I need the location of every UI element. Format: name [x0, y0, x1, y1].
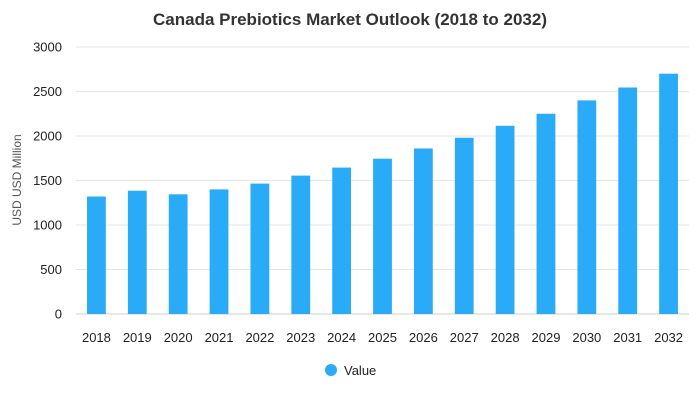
- bar-2019[interactable]: [127, 190, 147, 314]
- bar-2030[interactable]: [577, 100, 597, 315]
- x-tick-label: 2021: [205, 330, 234, 345]
- bar-2032[interactable]: [659, 73, 678, 314]
- y-axis-ticks: 0 500 1000 1500 2000 2500 3000: [33, 40, 62, 322]
- y-tick-label: 1500: [33, 173, 62, 188]
- bar-2026[interactable]: [413, 148, 433, 314]
- y-tick-label: 1000: [33, 218, 62, 233]
- bar-2031[interactable]: [618, 87, 638, 315]
- x-tick-label: 2023: [286, 330, 315, 345]
- x-tick-label: 2019: [123, 330, 152, 345]
- x-tick-label: 2025: [368, 330, 397, 345]
- x-tick-label: 2029: [532, 330, 561, 345]
- x-tick-label: 2027: [450, 330, 479, 345]
- x-tick-label: 2026: [409, 330, 438, 345]
- x-tick-label: 2028: [491, 330, 520, 345]
- bar-2022[interactable]: [250, 183, 270, 314]
- bar-2018[interactable]: [87, 196, 106, 314]
- x-tick-label: 2032: [654, 330, 683, 345]
- y-tick-label: 2000: [33, 129, 62, 144]
- bar-2020[interactable]: [168, 194, 188, 314]
- bar-2023[interactable]: [291, 175, 311, 314]
- bar-2024[interactable]: [332, 167, 352, 314]
- x-axis-ticks: 2018 2019 2020 2021 2022 2023 2024 2025 2026 2027…: [82, 330, 683, 345]
- bar-2025[interactable]: [373, 158, 392, 314]
- x-tick-label: 2031: [613, 330, 642, 345]
- bar-2028[interactable]: [495, 125, 515, 314]
- bar-2027[interactable]: [454, 137, 474, 314]
- x-tick-label: 2018: [82, 330, 111, 345]
- chart-title: Canada Prebiotics Market Outlook (2018 t…: [153, 10, 547, 29]
- legend[interactable]: Value: [325, 363, 376, 378]
- x-tick-label: 2022: [245, 330, 274, 345]
- y-tick-label: 3000: [33, 40, 62, 55]
- x-tick-label: 2024: [327, 330, 356, 345]
- bar-2021[interactable]: [209, 189, 229, 314]
- y-tick-label: 500: [40, 262, 62, 277]
- x-tick-label: 2020: [164, 330, 193, 345]
- x-tick-label: 2030: [572, 330, 601, 345]
- legend-label: Value: [344, 363, 376, 378]
- legend-swatch: [325, 364, 337, 376]
- y-tick-label: 0: [55, 307, 62, 322]
- y-tick-label: 2500: [33, 84, 62, 99]
- bar-series: [87, 73, 678, 315]
- y-axis-label: USD USD Million: [10, 134, 24, 225]
- bar-2029[interactable]: [536, 113, 556, 314]
